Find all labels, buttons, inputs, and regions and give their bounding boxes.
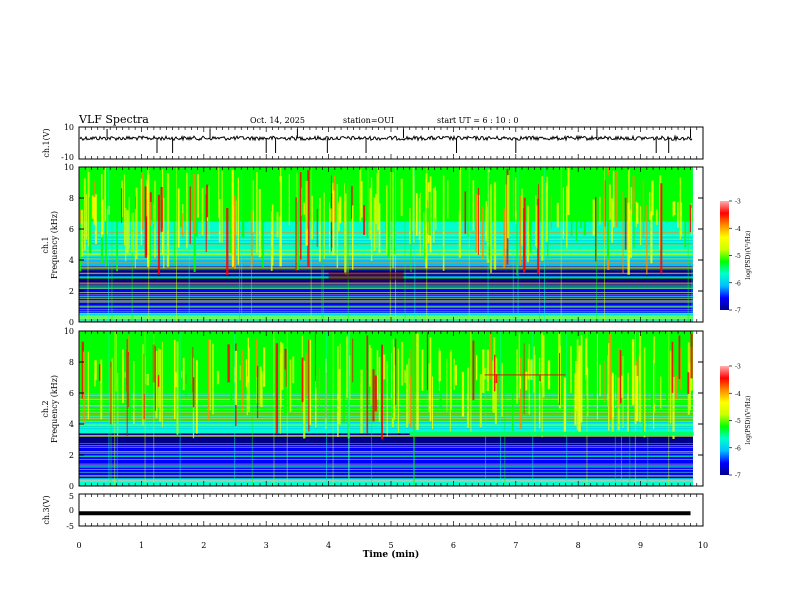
ytick-label: 4 xyxy=(69,420,74,429)
ytick-label: 8 xyxy=(69,194,74,203)
ch1-ylabel: ch.1(V) xyxy=(42,128,51,157)
ch1-ylabel-channel: ch.1 xyxy=(41,236,50,253)
colorbar-tick-label: -3 xyxy=(735,364,741,371)
x-axis-label: Time (min) xyxy=(363,549,420,560)
ytick-label: 4 xyxy=(69,256,74,265)
x-tick-label: 6 xyxy=(451,541,456,550)
ch2-spectrogram-panel: 0 2 4 6 8 10 ch.2 Frequency (kHz) xyxy=(41,327,704,491)
colorbar-ch1: -3 -4 -5 -6 -7 log(PSD)(V²/Hz) xyxy=(720,199,752,315)
ch2-ylabel-channel: ch.2 xyxy=(41,400,50,417)
ch1-waveform-panel: 10 -10 ch.1(V) xyxy=(42,123,704,162)
colorbar-tick-label: -6 xyxy=(735,445,741,452)
ytick-label: 2 xyxy=(69,451,74,460)
x-tick-label: 5 xyxy=(388,541,393,550)
figure-title: VLF Spectra xyxy=(78,113,149,126)
ch3-ytick-top: 5 xyxy=(69,492,74,501)
x-tick-label: 4 xyxy=(326,541,331,550)
ch2-ylabel-frequency: Frequency (kHz) xyxy=(50,375,59,443)
x-tick-label: 3 xyxy=(264,541,269,550)
colorbar-tick-label: -3 xyxy=(735,199,741,206)
colorbar-tick-label: -7 xyxy=(735,308,741,315)
time-ticks xyxy=(78,127,704,526)
colorbar-tick-label: -7 xyxy=(735,473,741,480)
x-tick-label: 10 xyxy=(698,541,708,550)
ytick-label: 6 xyxy=(69,225,74,234)
ch3-ylabel: ch.3(V) xyxy=(42,495,51,524)
start-ut-label: start UT = 6 : 10 : 0 xyxy=(437,116,518,125)
colorbar-tick-label: -6 xyxy=(735,280,741,287)
ytick-label: 0 xyxy=(69,482,74,491)
x-tick-label: 8 xyxy=(576,541,581,550)
colorbar-tick-label: -4 xyxy=(735,391,741,398)
colorbar-tick-label: -5 xyxy=(735,253,741,260)
time-tick-labels: 0 1 2 3 4 5 6 7 8 9 10 xyxy=(76,541,708,550)
x-tick-label: 0 xyxy=(76,541,81,550)
ch3-ytick-mid: 0 xyxy=(69,506,74,515)
ytick-label: 10 xyxy=(64,327,74,336)
ch2-spectrogram xyxy=(79,331,694,487)
ytick-label: 0 xyxy=(69,318,74,327)
ch1-spikes xyxy=(106,129,692,153)
x-tick-label: 7 xyxy=(513,541,518,550)
colorbar-ch1-label: log(PSD)(V²/Hz) xyxy=(745,231,752,280)
colorbar-ch2: -3 -4 -5 -6 -7 log(PSD)(V²/Hz) xyxy=(720,364,752,480)
colorbar-tick-label: -5 xyxy=(735,418,741,425)
station-label: station=OUI xyxy=(343,116,394,125)
x-tick-label: 1 xyxy=(139,541,144,550)
ch1-spectrogram xyxy=(79,167,693,322)
ch1-ylabel-frequency: Frequency (kHz) xyxy=(50,211,59,279)
ytick-label: 8 xyxy=(69,358,74,367)
ytick-label: 6 xyxy=(69,389,74,398)
ch3-ytick-bottom: -5 xyxy=(66,522,74,531)
ytick-label: 10 xyxy=(64,163,74,172)
x-tick-label: 2 xyxy=(201,541,206,550)
ytick-label: 2 xyxy=(69,287,74,296)
ch1-ytick-top: 10 xyxy=(64,123,74,132)
colorbar-tick-label: -4 xyxy=(735,226,741,233)
ch1-ytick-bottom: -10 xyxy=(61,153,74,162)
date-label: Oct. 14, 2025 xyxy=(250,116,305,125)
colorbar-ch2-label: log(PSD)(V²/Hz) xyxy=(745,396,752,445)
ch3-waveform-panel: 5 0 -5 ch.3(V) xyxy=(42,492,704,531)
ch1-trace xyxy=(79,134,693,142)
ch1-spectrogram-panel: 0 2 4 6 8 10 ch.1 Frequency (kHz) xyxy=(41,163,704,327)
x-tick-label: 9 xyxy=(638,541,643,550)
